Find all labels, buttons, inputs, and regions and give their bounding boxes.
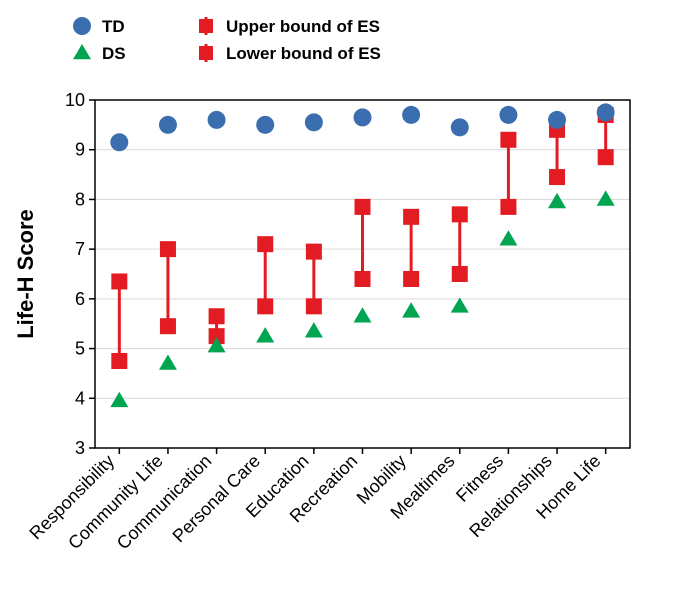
legend: TD DS Upper bound of ES Lower bound of ES xyxy=(73,17,381,63)
td-marker xyxy=(208,111,226,129)
td-marker xyxy=(159,116,177,134)
td-marker xyxy=(354,108,372,126)
es-lower-marker xyxy=(306,298,322,314)
es-lower-marker xyxy=(500,199,516,215)
es-lower-marker xyxy=(549,169,565,185)
life-h-chart: 345678910ResponsibilityCommunity LifeCom… xyxy=(0,0,673,603)
ds-marker xyxy=(597,190,615,205)
ds-marker xyxy=(548,193,566,208)
es-lower-marker xyxy=(452,266,468,282)
ytick-label: 8 xyxy=(75,189,85,209)
td-marker xyxy=(499,106,517,124)
legend-es-upper-label: Upper bound of ES xyxy=(226,17,380,36)
es-lower-marker xyxy=(111,353,127,369)
ytick-label: 4 xyxy=(75,388,85,408)
legend-td-icon xyxy=(73,17,91,35)
es-lower-marker xyxy=(160,318,176,334)
td-marker xyxy=(110,133,128,151)
ytick-label: 10 xyxy=(65,90,85,110)
td-marker xyxy=(451,118,469,136)
es-upper-marker xyxy=(111,273,127,289)
es-upper-marker xyxy=(306,244,322,260)
ds-marker xyxy=(499,230,517,245)
td-marker xyxy=(548,111,566,129)
es-lower-marker xyxy=(257,298,273,314)
es-lower-marker xyxy=(403,271,419,287)
ytick-label: 3 xyxy=(75,438,85,458)
ds-marker xyxy=(159,354,177,369)
legend-es-square-icon xyxy=(199,19,213,33)
legend-td-label: TD xyxy=(102,17,125,36)
xtick-label: Responsibility xyxy=(25,451,118,544)
es-lower-marker xyxy=(598,149,614,165)
ytick-label: 9 xyxy=(75,140,85,160)
es-upper-marker xyxy=(160,241,176,257)
legend-es-lower-label: Lower bound of ES xyxy=(226,44,381,63)
es-upper-marker xyxy=(355,199,371,215)
ds-marker xyxy=(305,322,323,337)
legend-ds-label: DS xyxy=(102,44,126,63)
ytick-label: 6 xyxy=(75,289,85,309)
y-axis-label: Life-H Score xyxy=(13,209,38,339)
ds-marker xyxy=(110,392,128,407)
td-marker xyxy=(256,116,274,134)
ds-marker xyxy=(451,297,469,312)
ds-marker xyxy=(256,327,274,342)
ds-marker xyxy=(354,307,372,322)
td-marker xyxy=(402,106,420,124)
ytick-label: 7 xyxy=(75,239,85,259)
es-lower-marker xyxy=(355,271,371,287)
td-marker xyxy=(597,103,615,121)
ytick-label: 5 xyxy=(75,339,85,359)
legend-ds-icon xyxy=(73,44,91,59)
es-upper-marker xyxy=(257,236,273,252)
es-upper-marker xyxy=(209,308,225,324)
es-upper-marker xyxy=(403,209,419,225)
es-upper-marker xyxy=(452,206,468,222)
legend-es-square-icon xyxy=(199,46,213,60)
es-upper-marker xyxy=(500,132,516,148)
td-marker xyxy=(305,113,323,131)
ds-marker xyxy=(402,302,420,317)
